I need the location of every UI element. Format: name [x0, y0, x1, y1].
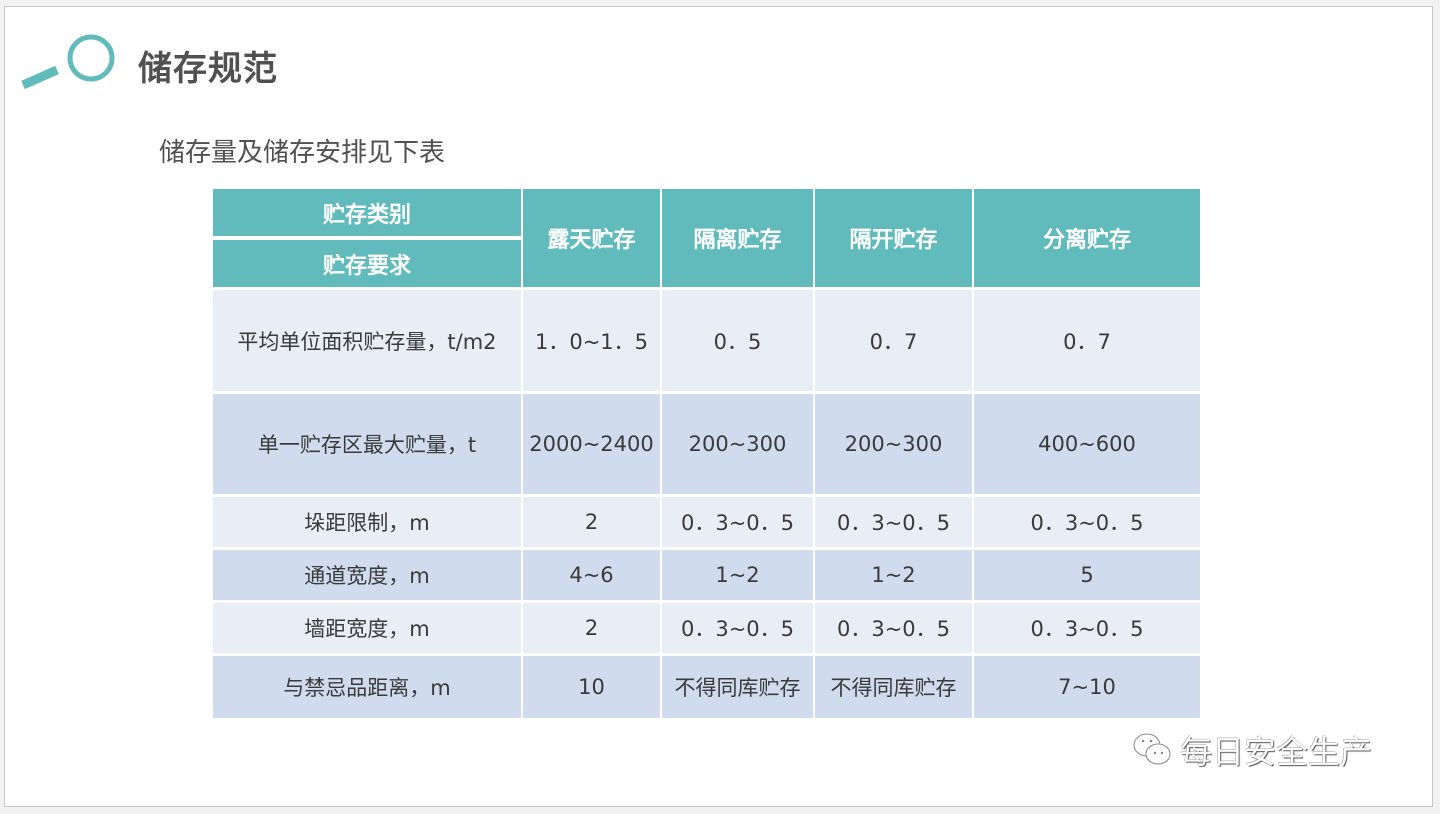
page-title: 储存规范	[138, 49, 278, 89]
table-cell: 0．3~0．5	[662, 497, 813, 547]
magnifier-icon	[21, 34, 115, 90]
table-cell: 10	[523, 656, 660, 718]
table-cell: 2	[523, 603, 660, 653]
column-header: 分离贮存	[974, 189, 1200, 287]
header-category: 贮存类别	[213, 189, 521, 236]
row-label: 墙距宽度，m	[213, 603, 521, 653]
table-cell: 200~300	[662, 394, 813, 494]
header-corner: 贮存类别 贮存要求	[213, 189, 521, 287]
table-cell: 1~2	[662, 550, 813, 600]
column-header: 露天贮存	[523, 189, 660, 287]
table-cell: 1~2	[815, 550, 972, 600]
table-cell: 2000~2400	[523, 394, 660, 494]
column-header: 隔开贮存	[815, 189, 972, 287]
table-cell: 400~600	[974, 394, 1200, 494]
table-cell: 0．3~0．5	[662, 603, 813, 653]
table-cell: 0．3~0．5	[815, 497, 972, 547]
row-label: 平均单位面积贮存量，t/m2	[213, 290, 521, 391]
watermark: 每日安全生产	[1132, 727, 1372, 773]
subtitle: 储存量及储存安排见下表	[159, 138, 446, 168]
table-cell: 不得同库贮存	[662, 656, 813, 718]
row-label: 垛距限制，m	[213, 497, 521, 547]
watermark-text: 每日安全生产	[1180, 733, 1373, 771]
storage-table: 贮存类别 贮存要求 露天贮存 隔离贮存 隔开贮存 分离贮存 平均单位面积贮存量，…	[213, 189, 1200, 718]
table-cell: 7~10	[974, 656, 1200, 718]
table-cell: 0．3~0．5	[815, 603, 972, 653]
row-label: 通道宽度，m	[213, 550, 521, 600]
wechat-icon	[1133, 733, 1171, 765]
row-label: 与禁忌品距离，m	[213, 656, 521, 718]
table-cell: 200~300	[815, 394, 972, 494]
header-requirement: 贮存要求	[213, 240, 521, 287]
table-cell: 0．3~0．5	[974, 497, 1200, 547]
table-cell: 4~6	[523, 550, 660, 600]
column-header: 隔离贮存	[662, 189, 813, 287]
table-cell: 1．0~1．5	[523, 290, 660, 391]
row-label: 单一贮存区最大贮量，t	[213, 394, 521, 494]
table-cell: 2	[523, 497, 660, 547]
table-cell: 0．5	[662, 290, 813, 391]
table-cell: 0．7	[815, 290, 972, 391]
table-cell: 5	[974, 550, 1200, 600]
table-cell: 不得同库贮存	[815, 656, 972, 718]
table-cell: 0．3~0．5	[974, 603, 1200, 653]
table-cell: 0．7	[974, 290, 1200, 391]
